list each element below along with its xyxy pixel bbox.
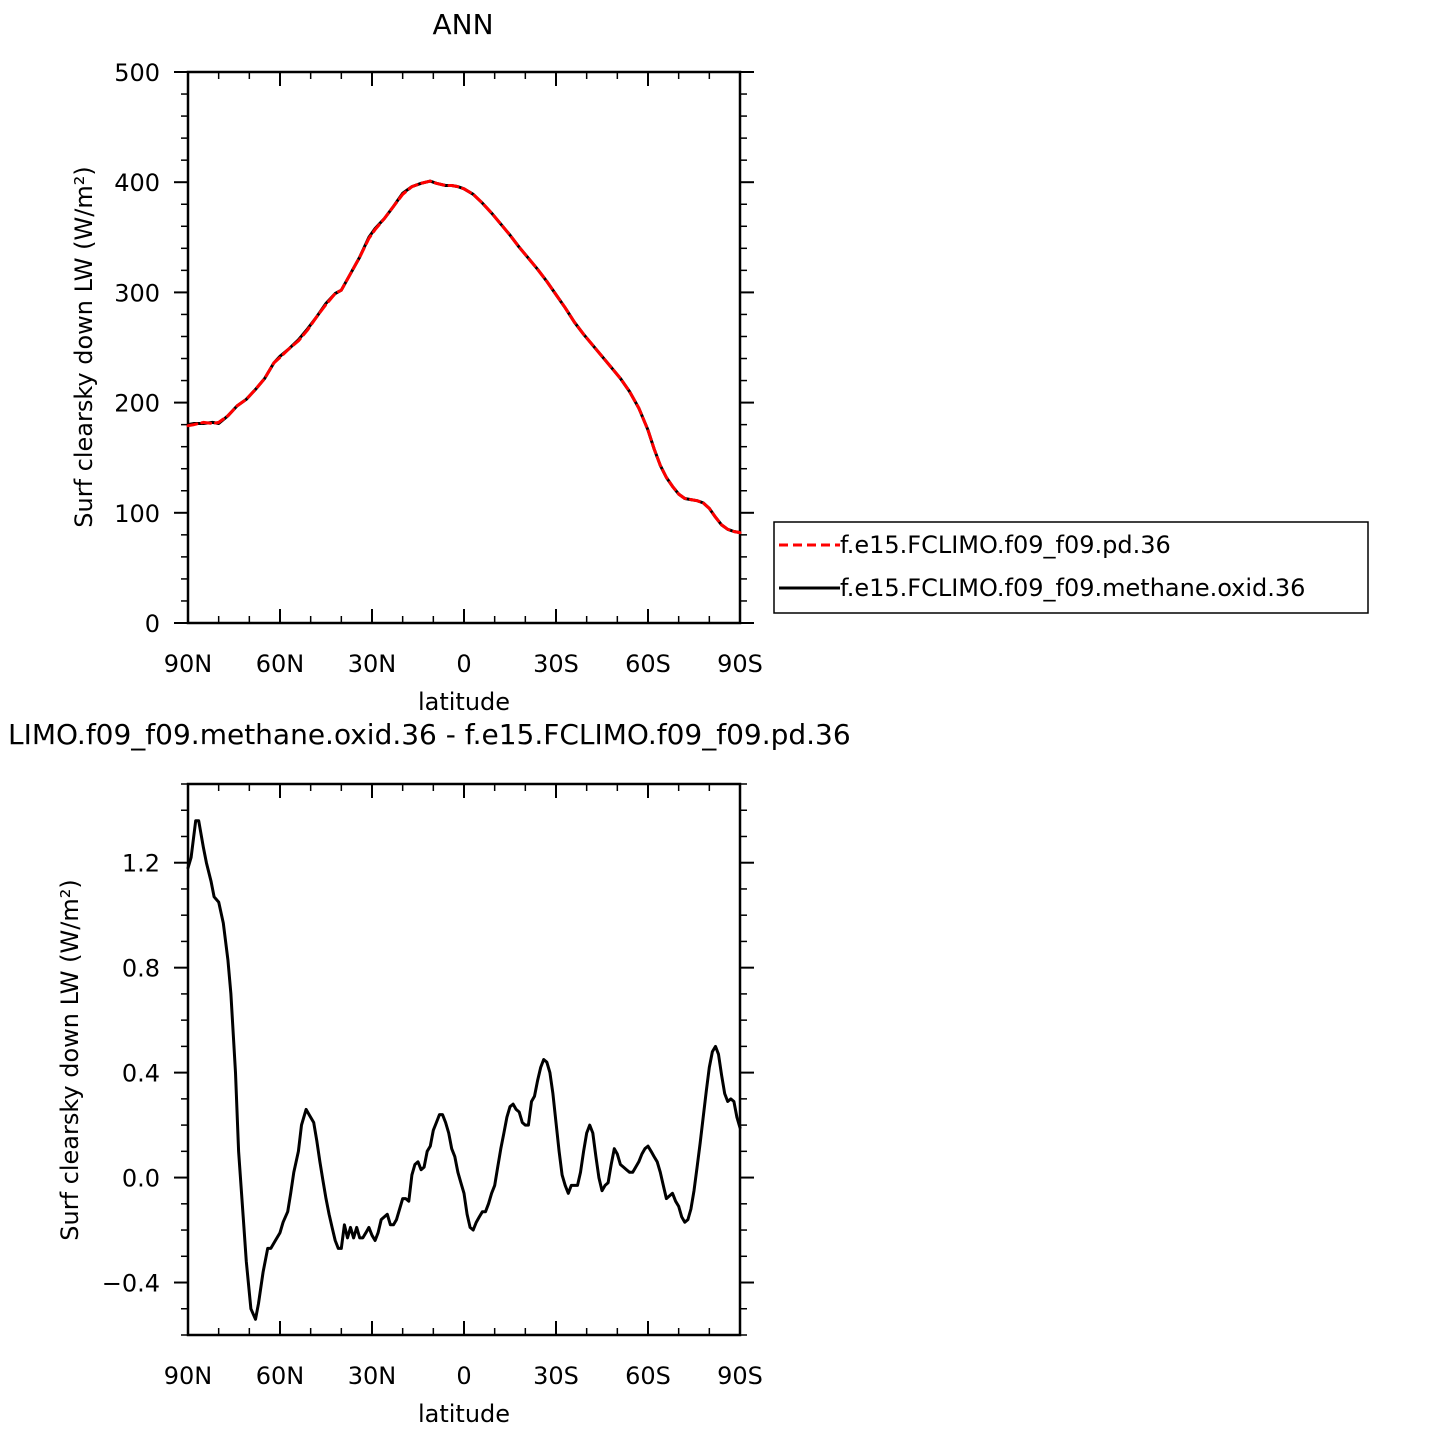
top-x-tick-label: 60S bbox=[625, 650, 671, 678]
top-panel: ANN 90N 60N 30N 0 30S 60S 90S0100200300400500 … bbox=[70, 8, 763, 716]
top-y-tick-label: 200 bbox=[114, 390, 160, 418]
top-x-tick-label: 90N bbox=[164, 650, 213, 678]
bottom-x-tick-label: 90N bbox=[164, 1362, 213, 1390]
top-y-tick-label: 300 bbox=[114, 279, 160, 307]
bottom-panel: LIMO.f09_f09.methane.oxid.36 - f.e15.FCL… bbox=[8, 718, 851, 1428]
top-series-line-1 bbox=[186, 179, 742, 535]
top-ticks: 90N 60N 30N 0 30S 60S 90S 0 100 200 300 400 500 bbox=[114, 59, 763, 678]
bottom-y-tick-label: 0.0 bbox=[122, 1165, 160, 1193]
bottom-x-tick-label: 0 bbox=[456, 1362, 471, 1390]
bottom-x-tick-label: 30S bbox=[533, 1362, 579, 1390]
top-plot-frame bbox=[186, 70, 742, 625]
bottom-chart-title: LIMO.f09_f09.methane.oxid.36 - f.e15.FCL… bbox=[8, 718, 851, 751]
bottom-x-tick-label: 90S bbox=[717, 1362, 763, 1390]
bottom-series bbox=[186, 819, 742, 1321]
bottom-y-tick-label: 1.2 bbox=[122, 850, 160, 878]
top-x-tick-label: 30N bbox=[348, 650, 397, 678]
top-y-tick-label: 100 bbox=[114, 500, 160, 528]
bottom-x-tick-label: 60S bbox=[625, 1362, 671, 1390]
bottom-ticks: 90N 60N 30N 0 30S 60S 90S −0.4 0.0 0.4 0.8 1.2 bbox=[102, 783, 763, 1390]
top-y-tick-label: 400 bbox=[114, 169, 160, 197]
bottom-plot-frame bbox=[186, 782, 742, 1337]
top-chart-title: ANN bbox=[432, 8, 493, 41]
top-x-tick-label: 90S bbox=[717, 650, 763, 678]
top-x-tick-label: 60N bbox=[256, 650, 305, 678]
bottom-x-tick-label: 30N bbox=[348, 1362, 397, 1390]
legend-label-methane: f.e15.FCLIMO.f09_f09.methane.oxid.36 bbox=[840, 574, 1305, 602]
legend: f.e15.FCLIMO.f09_f09.pd.36 f.e15.FCLIMO.… bbox=[773, 521, 1369, 614]
bottom-x-tick-label: 60N bbox=[256, 1362, 305, 1390]
bottom-y-axis-label: Surf clearsky down LW (W/m²) bbox=[56, 879, 84, 1240]
bottom-x-axis-label: latitude bbox=[418, 1400, 510, 1428]
top-y-axis-label: Surf clearsky down LW (W/m²) bbox=[70, 166, 98, 527]
top-x-axis-label: latitude bbox=[418, 688, 510, 716]
legend-label-pd: f.e15.FCLIMO.f09_f09.pd.36 bbox=[840, 531, 1171, 559]
top-series bbox=[186, 179, 742, 535]
bottom-y-tick-label: 0.4 bbox=[122, 1060, 160, 1088]
top-x-tick-label: 30S bbox=[533, 650, 579, 678]
bottom-series-line-0 bbox=[186, 819, 742, 1321]
bottom-y-tick-label: −0.4 bbox=[102, 1270, 160, 1298]
bottom-y-tick-label: 0.8 bbox=[122, 955, 160, 983]
legend-box bbox=[773, 521, 1369, 614]
top-y-tick-label: 0 bbox=[145, 610, 160, 638]
top-y-tick-label: 500 bbox=[114, 59, 160, 87]
top-x-tick-label: 0 bbox=[456, 650, 471, 678]
top-series-line-0 bbox=[186, 179, 742, 535]
